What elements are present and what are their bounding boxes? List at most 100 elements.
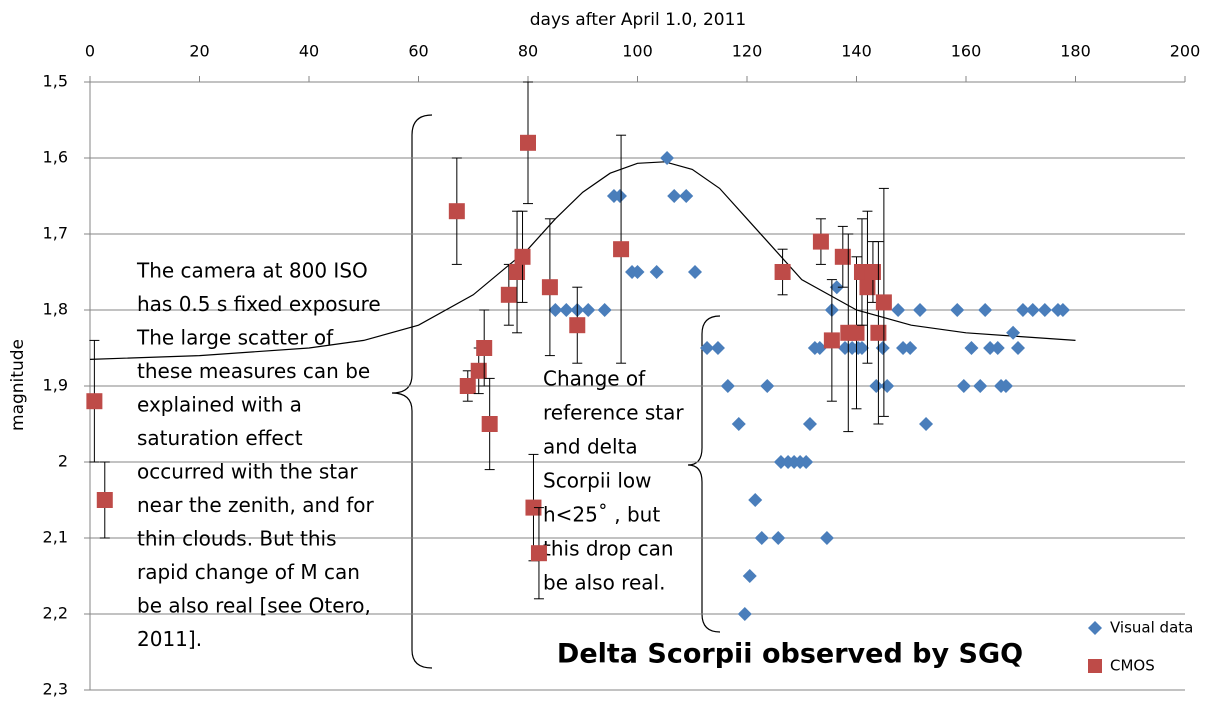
point bbox=[737, 607, 752, 621]
x-tick-label: 140 bbox=[841, 42, 872, 61]
annotation-line: h<25˚ , but bbox=[543, 503, 660, 527]
point bbox=[802, 417, 817, 431]
x-tick-label: 0 bbox=[85, 42, 95, 61]
point bbox=[903, 341, 918, 355]
y-tick-label: 2,3 bbox=[43, 680, 68, 699]
point bbox=[748, 493, 763, 507]
point bbox=[448, 203, 465, 220]
point bbox=[1015, 303, 1030, 317]
point bbox=[913, 303, 928, 317]
point bbox=[649, 265, 664, 279]
annotation-line: saturation effect bbox=[137, 426, 303, 450]
point bbox=[964, 341, 979, 355]
point bbox=[812, 233, 829, 250]
point bbox=[859, 279, 876, 296]
point bbox=[1037, 303, 1052, 317]
annotation-line: and delta bbox=[543, 435, 638, 459]
point bbox=[829, 280, 844, 295]
annotation-line: The camera at 800 ISO bbox=[136, 259, 368, 283]
point bbox=[86, 393, 103, 410]
point bbox=[864, 264, 881, 280]
y-tick-label: 2,1 bbox=[43, 528, 68, 547]
annotation-line: rapid change of M can bbox=[137, 560, 360, 584]
point bbox=[613, 241, 630, 258]
point bbox=[891, 303, 906, 317]
x-tick-label: 20 bbox=[189, 42, 209, 61]
y-tick-label: 1,6 bbox=[43, 148, 68, 167]
point bbox=[998, 379, 1013, 393]
point bbox=[919, 417, 934, 431]
point bbox=[742, 569, 757, 583]
point bbox=[481, 416, 498, 432]
annotation-line: explained with a bbox=[137, 393, 302, 417]
point bbox=[869, 379, 884, 393]
x-tick-label: 80 bbox=[518, 42, 538, 61]
point bbox=[854, 341, 869, 355]
point bbox=[581, 303, 596, 317]
annotation-line: be also real. bbox=[543, 571, 665, 595]
point bbox=[720, 379, 735, 393]
annotation-line: 2011]. bbox=[137, 627, 202, 651]
point bbox=[823, 332, 840, 349]
x-tick-label: 200 bbox=[1170, 42, 1201, 61]
point bbox=[731, 417, 746, 431]
point bbox=[530, 545, 547, 562]
point bbox=[760, 379, 775, 393]
point bbox=[990, 341, 1005, 355]
point bbox=[983, 341, 998, 355]
point bbox=[687, 265, 702, 279]
point bbox=[509, 264, 526, 280]
point bbox=[630, 265, 645, 279]
point bbox=[1055, 303, 1070, 317]
point bbox=[476, 340, 493, 356]
y-tick-label: 1,7 bbox=[43, 224, 68, 243]
point bbox=[812, 341, 827, 355]
point bbox=[667, 189, 682, 203]
point bbox=[834, 248, 851, 265]
point bbox=[956, 379, 971, 393]
point bbox=[500, 286, 517, 303]
annotation-line: Change of bbox=[543, 367, 646, 391]
legend-label: Visual data bbox=[1110, 619, 1193, 637]
x-tick-label: 60 bbox=[408, 42, 428, 61]
y-tick-label: 1,8 bbox=[43, 300, 68, 319]
point bbox=[774, 264, 791, 280]
x-tick-label: 180 bbox=[1060, 42, 1091, 61]
annotation-line: thin clouds. But this bbox=[137, 527, 337, 551]
point bbox=[978, 303, 993, 317]
annotation-line: near the zenith, and for bbox=[137, 493, 375, 517]
point bbox=[597, 303, 612, 317]
point bbox=[1006, 325, 1021, 340]
x-tick-label: 120 bbox=[732, 42, 763, 61]
legend-label: CMOS bbox=[1110, 657, 1155, 675]
annotation-line: Scorpii low bbox=[543, 469, 651, 493]
point bbox=[96, 492, 113, 508]
point bbox=[870, 324, 887, 341]
point bbox=[548, 303, 563, 317]
annotation-line: be also real [see Otero, bbox=[137, 594, 371, 618]
point bbox=[459, 378, 476, 394]
point bbox=[520, 134, 536, 151]
point bbox=[799, 455, 814, 469]
point bbox=[819, 531, 834, 545]
point bbox=[660, 151, 675, 165]
legend-marker bbox=[1088, 621, 1102, 635]
point bbox=[875, 294, 892, 311]
x-tick-label: 100 bbox=[622, 42, 653, 61]
point bbox=[1011, 341, 1026, 355]
point bbox=[875, 341, 890, 355]
legend-marker bbox=[1088, 659, 1102, 673]
annotation-line: reference star bbox=[543, 401, 684, 425]
x-tick-label: 40 bbox=[299, 42, 319, 61]
point bbox=[773, 455, 788, 469]
point bbox=[880, 379, 895, 393]
brace bbox=[391, 114, 433, 669]
point bbox=[612, 189, 627, 203]
annotation-line: The large scatter of bbox=[136, 326, 334, 350]
point bbox=[973, 379, 988, 393]
point bbox=[848, 324, 865, 341]
x-axis-label: days after April 1.0, 2011 bbox=[530, 10, 747, 30]
point bbox=[754, 531, 769, 545]
point bbox=[559, 303, 574, 317]
